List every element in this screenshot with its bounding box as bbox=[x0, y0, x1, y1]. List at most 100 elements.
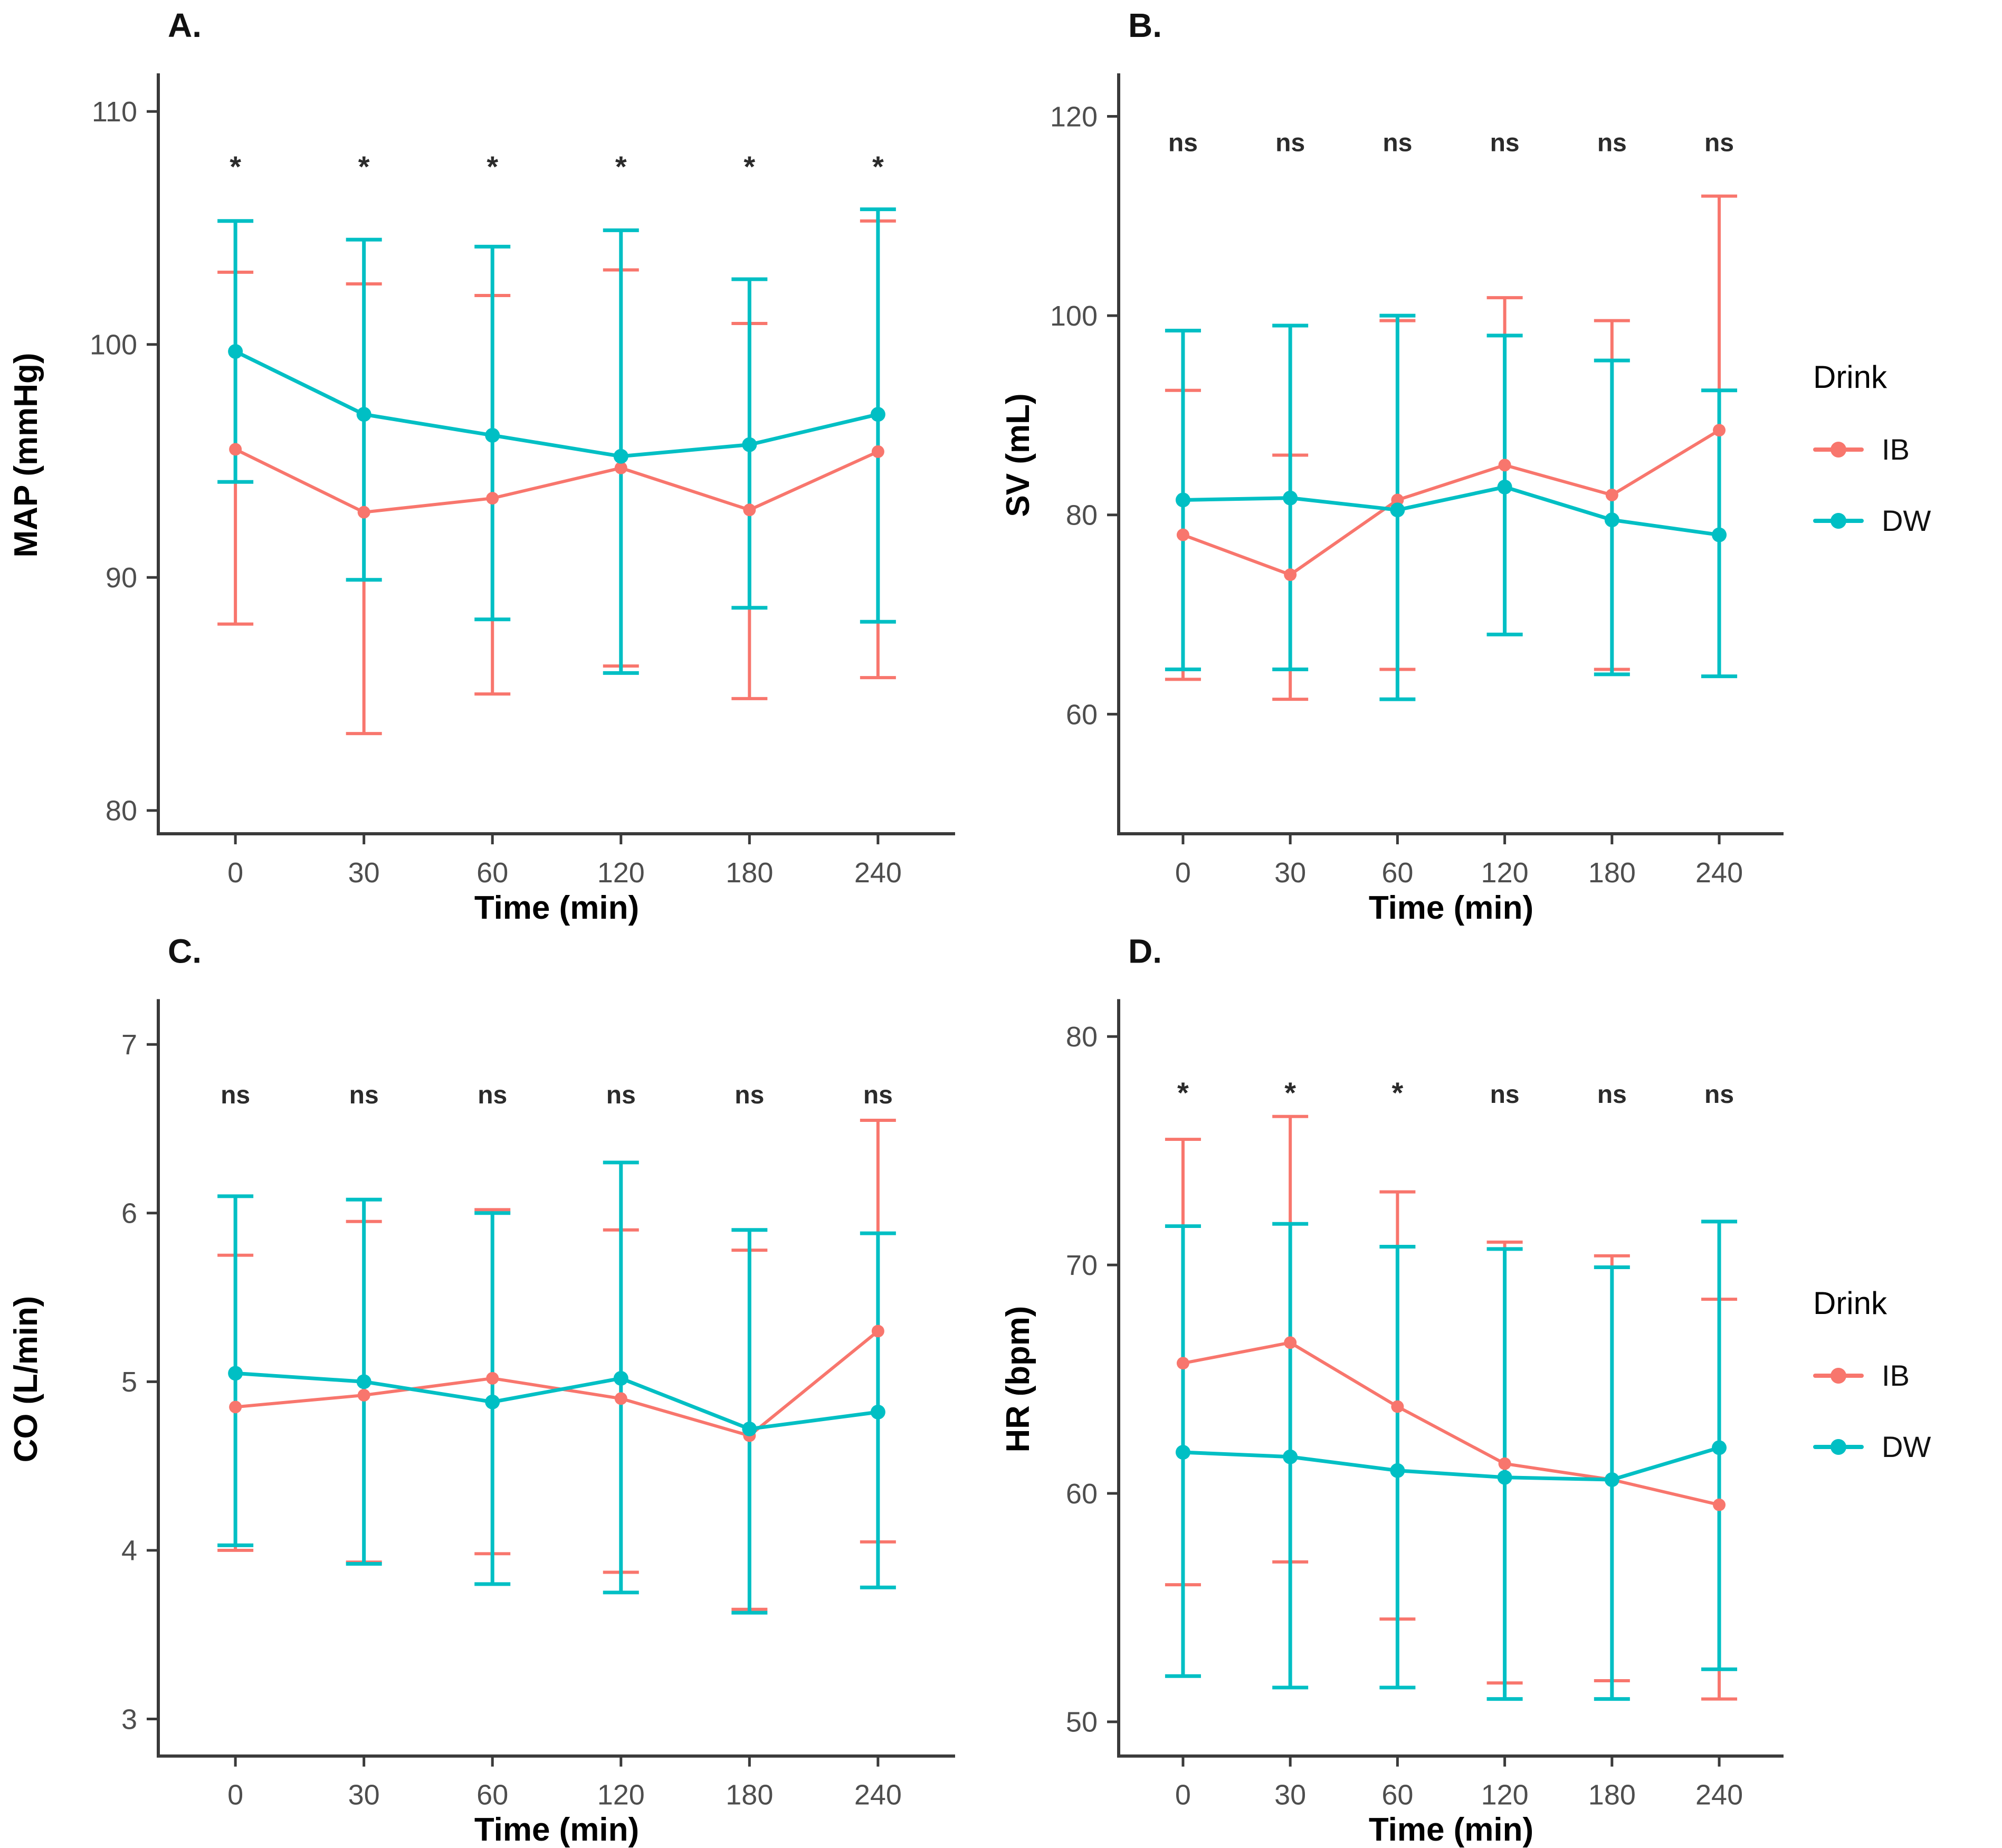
IB-point bbox=[1176, 528, 1189, 541]
significance-label: * bbox=[1177, 1076, 1189, 1109]
x-axis-title: Time (min) bbox=[1369, 1812, 1533, 1848]
y-tick-label: 120 bbox=[1050, 101, 1098, 132]
y-tick-label: 50 bbox=[1066, 1707, 1098, 1738]
DW-point bbox=[1497, 479, 1512, 494]
panel-A-letter: A. bbox=[168, 6, 202, 44]
x-tick-label: 0 bbox=[227, 857, 243, 889]
significance-label: * bbox=[872, 150, 884, 183]
panel-D-letter: D. bbox=[1128, 932, 1162, 970]
significance-label: ns bbox=[1597, 129, 1627, 157]
panel-B-letter: B. bbox=[1128, 6, 1162, 44]
panel-B-chart: B. 60 80 100 120 0 30 60 120 180 240 Time (min) SV (… bbox=[1000, 6, 1784, 926]
DW-point bbox=[1390, 1463, 1405, 1478]
panel-A-chart: A. 80 90 100 110 0 30 60 120 180 240 Time (min) MAP … bbox=[8, 6, 955, 926]
y-tick-label: 60 bbox=[1066, 699, 1098, 730]
x-tick-label: 240 bbox=[1695, 1779, 1743, 1811]
IB-point bbox=[1284, 1336, 1297, 1349]
legend-bottom: Drink IB DW bbox=[1805, 926, 2002, 1848]
significance-label: ns bbox=[349, 1081, 379, 1109]
x-axis-title: Time (min) bbox=[474, 890, 639, 926]
x-tick-label: 60 bbox=[1381, 857, 1413, 889]
y-tick-label: 100 bbox=[1050, 300, 1098, 332]
IB-line bbox=[1182, 428, 1720, 577]
x-tick-label: 180 bbox=[726, 857, 773, 889]
IB-point bbox=[357, 506, 370, 519]
IB-point bbox=[614, 461, 627, 474]
x-tick-label: 240 bbox=[1695, 857, 1743, 889]
legend-item-label: DW bbox=[1882, 1430, 1931, 1463]
IB-point bbox=[1713, 1498, 1726, 1511]
x-axis-title: Time (min) bbox=[474, 1812, 639, 1848]
ib-line-marker-icon bbox=[1813, 1367, 1864, 1384]
panel-D: D. 50 60 70 80 0 30 60 120 180 240 Time (min) HR (bp… bbox=[992, 926, 1805, 1848]
y-tick-label: 5 bbox=[121, 1366, 137, 1398]
y-axis-title: HR (bpm) bbox=[1000, 1306, 1036, 1453]
DW-point bbox=[1604, 512, 1619, 528]
x-tick-label: 30 bbox=[1274, 1779, 1306, 1811]
x-axis-title: Time (min) bbox=[1369, 890, 1533, 926]
IB-point bbox=[1391, 1400, 1404, 1413]
y-tick-label: 4 bbox=[121, 1535, 137, 1567]
DW-point bbox=[613, 1371, 628, 1386]
x-tick-label: 180 bbox=[1588, 1779, 1636, 1811]
x-tick-label: 240 bbox=[854, 1779, 902, 1811]
IB-line bbox=[1183, 1341, 1720, 1507]
y-axis-title: CO (L/min) bbox=[8, 1296, 44, 1462]
IB-point bbox=[486, 492, 499, 505]
x-tick-label: 120 bbox=[597, 857, 645, 889]
DW-point bbox=[742, 437, 757, 452]
DW-point bbox=[613, 449, 628, 464]
x-tick-label: 60 bbox=[476, 1779, 508, 1811]
y-tick-label: 7 bbox=[121, 1029, 137, 1061]
dw-line-marker-icon bbox=[1813, 512, 1864, 529]
DW-point bbox=[742, 1421, 757, 1436]
x-tick-label: 120 bbox=[597, 1779, 645, 1811]
significance-label: ns bbox=[1490, 129, 1520, 157]
DW-line bbox=[235, 1371, 879, 1431]
significance-label: * bbox=[615, 150, 627, 183]
IB-line bbox=[235, 1330, 879, 1437]
DW-point bbox=[870, 1404, 885, 1420]
x-tick-label: 30 bbox=[1274, 857, 1306, 889]
significance-label: * bbox=[743, 150, 755, 183]
DW-point bbox=[228, 344, 243, 359]
IB-point bbox=[1391, 493, 1404, 507]
DW-point bbox=[870, 407, 885, 422]
DW-point bbox=[1283, 1449, 1298, 1464]
y-axis-title: SV (mL) bbox=[1000, 393, 1036, 517]
significance-label: ns bbox=[735, 1081, 764, 1109]
significance-label: * bbox=[1284, 1076, 1296, 1109]
significance-label: * bbox=[230, 150, 241, 183]
DW-point bbox=[228, 1366, 243, 1381]
IB-point bbox=[871, 1325, 884, 1338]
significance-label: * bbox=[487, 150, 498, 183]
legend-item-ib: IB bbox=[1813, 1358, 2002, 1393]
legend-item-label: IB bbox=[1882, 1359, 1910, 1392]
x-tick-label: 180 bbox=[726, 1779, 773, 1811]
panel-D-chart: D. 50 60 70 80 0 30 60 120 180 240 Time (min) HR (bp… bbox=[1000, 932, 1784, 1848]
DW-point bbox=[1497, 1470, 1512, 1485]
panel-A: A. 80 90 100 110 0 30 60 120 180 240 Time (min) MAP … bbox=[0, 0, 992, 926]
IB-point bbox=[871, 445, 884, 458]
IB-point bbox=[486, 1372, 499, 1385]
significance-label: ns bbox=[1275, 129, 1305, 157]
significance-label: ns bbox=[478, 1081, 507, 1109]
x-tick-label: 60 bbox=[476, 857, 508, 889]
significance-label: ns bbox=[1704, 1081, 1734, 1109]
significance-label: ns bbox=[1383, 129, 1412, 157]
x-tick-label: 0 bbox=[1175, 857, 1191, 889]
DW-point bbox=[1604, 1472, 1619, 1487]
dw-line-marker-icon bbox=[1813, 1439, 1864, 1455]
DW-point bbox=[485, 427, 500, 443]
significance-label: ns bbox=[221, 1081, 250, 1109]
IB-point bbox=[1498, 459, 1511, 472]
DW-point bbox=[1283, 490, 1298, 506]
x-tick-label: 120 bbox=[1481, 857, 1529, 889]
y-tick-label: 110 bbox=[92, 96, 137, 128]
x-tick-label: 30 bbox=[348, 857, 380, 889]
panel-C-letter: C. bbox=[168, 932, 202, 970]
x-tick-label: 180 bbox=[1588, 857, 1636, 889]
legend-title: Drink bbox=[1813, 1285, 1887, 1321]
legend-item-ib: IB bbox=[1813, 432, 2002, 466]
significance-label: ns bbox=[1597, 1081, 1627, 1109]
